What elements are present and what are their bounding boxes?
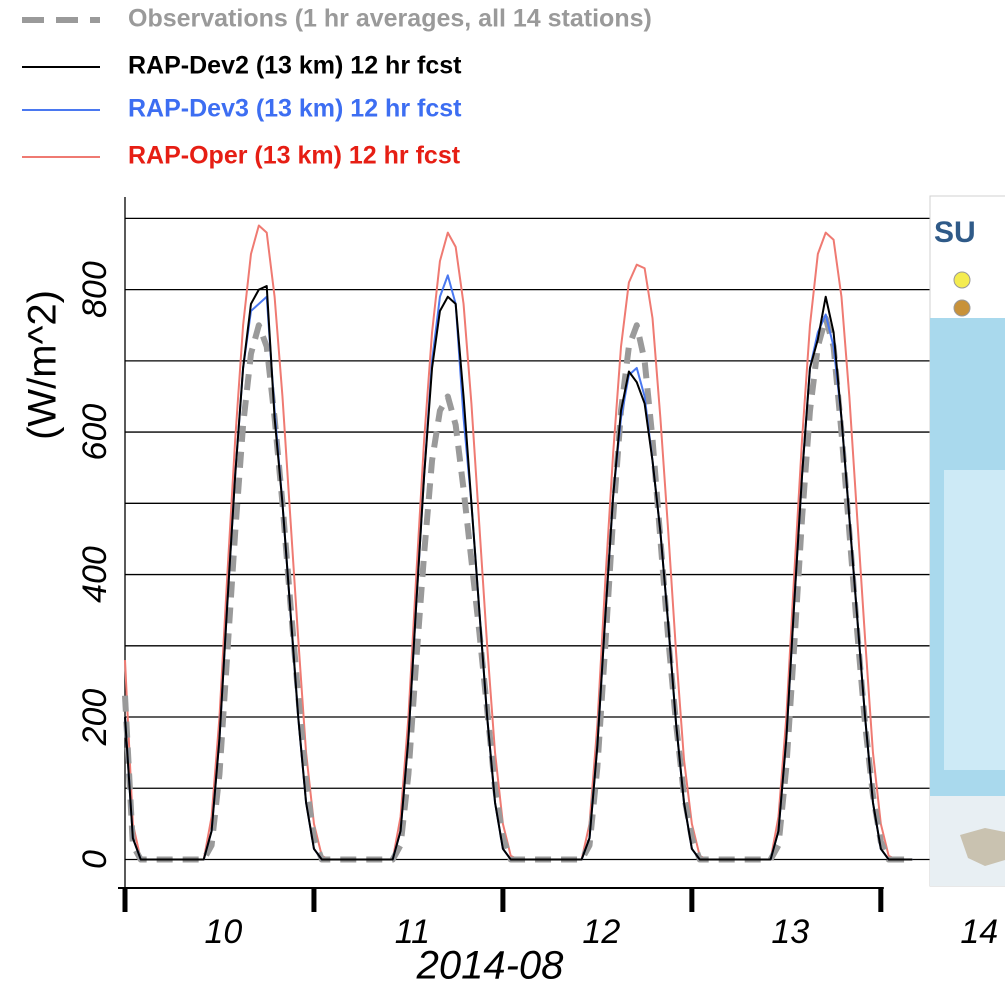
- chart: (W/m^2) 2014-08 0 200 400 600 800 10 11 12 13 14 O…: [0, 0, 1005, 994]
- y-tick-label: 600: [76, 404, 114, 461]
- x-tick-label: 10: [205, 913, 243, 951]
- series-line: [125, 225, 912, 859]
- legend-label: Observations (1 hr averages, all 14 stat…: [128, 5, 652, 33]
- x-axis-title: 2014-08: [416, 944, 565, 988]
- x-tick-label: 12: [582, 913, 620, 951]
- inset-dot: [954, 272, 970, 288]
- x-tick-label: 11: [395, 913, 430, 951]
- inset-land: [944, 470, 1005, 770]
- y-tick-label: 400: [76, 546, 114, 603]
- x-tick-label: 13: [771, 913, 809, 951]
- legend-label: RAP-Oper (13 km) 12 hr fcst: [128, 142, 461, 170]
- inset-title: SU: [934, 216, 976, 249]
- y-tick-label: 0: [76, 850, 114, 869]
- y-tick-label: 200: [76, 689, 114, 747]
- y-axis-title: (W/m^2): [21, 290, 65, 440]
- inset-dot: [954, 300, 970, 316]
- y-tick-label: 800: [76, 261, 114, 318]
- x-tick-label: 14: [960, 913, 998, 951]
- inset-map: SU: [930, 196, 1005, 886]
- legend-label: RAP-Dev3 (13 km) 12 hr fcst: [128, 95, 462, 123]
- legend-label: RAP-Dev2 (13 km) 12 hr fcst: [128, 52, 462, 80]
